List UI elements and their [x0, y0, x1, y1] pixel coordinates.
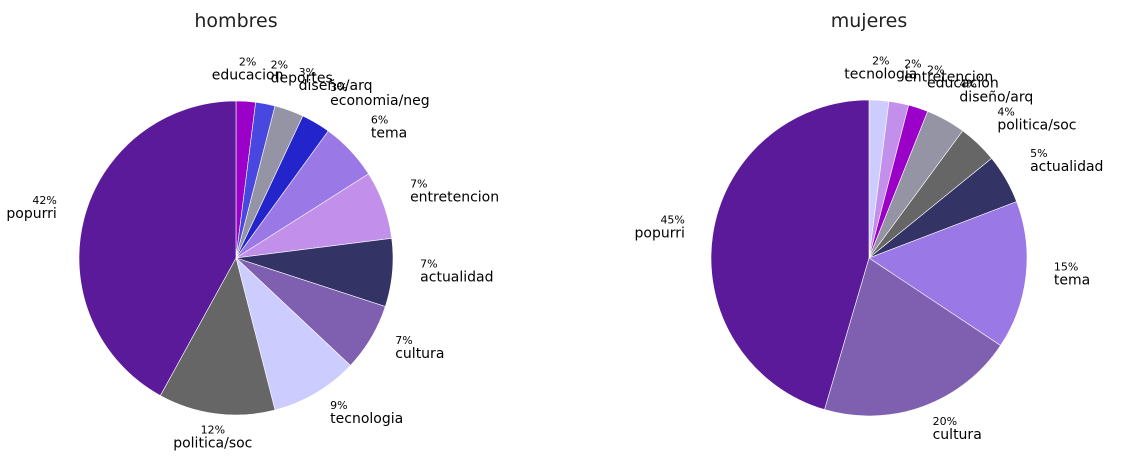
chart-title: mujeres — [831, 10, 908, 32]
pie-slice — [235, 257, 351, 411]
chart-title: hombres — [194, 10, 277, 32]
slice-label: tema — [1054, 273, 1090, 289]
value-label: 7% — [395, 334, 412, 347]
pie-slice — [868, 201, 1028, 346]
value-label: 2% — [904, 57, 921, 70]
pie-slice — [159, 257, 276, 416]
slice-label: diseño/arq — [959, 89, 1033, 105]
slice-label: popurri — [635, 226, 685, 242]
value-label: 4% — [959, 77, 976, 90]
slice-label: tecnologia — [844, 66, 917, 82]
pie-slice — [824, 257, 1001, 417]
slice-label: actualidad — [1030, 159, 1103, 175]
value-label: 7% — [420, 257, 437, 270]
value-label: 15% — [1054, 261, 1078, 274]
slice-label: cultura — [395, 346, 444, 362]
slice-label: educacion — [212, 67, 284, 83]
value-label: 2% — [271, 58, 288, 71]
value-label: 12% — [201, 424, 225, 437]
pie-slice — [78, 100, 237, 396]
value-label: 2% — [239, 55, 256, 68]
value-label: 6% — [371, 113, 388, 126]
value-label: 4% — [997, 105, 1014, 118]
slice-label: deportes — [271, 70, 333, 86]
slice-label: cultura — [933, 427, 982, 443]
slice-label: politica/soc — [173, 436, 252, 452]
slice-label: popurri — [6, 206, 56, 222]
slice-label: tecnologia — [330, 411, 403, 427]
value-label: 7% — [410, 177, 427, 190]
value-label: 5% — [1030, 147, 1047, 160]
slice-label: politica/soc — [997, 117, 1076, 133]
value-label: 2% — [872, 54, 889, 67]
value-label: 20% — [933, 415, 957, 428]
slice-label: tema — [371, 125, 407, 141]
slice-label: entretencion — [904, 69, 993, 85]
value-label: 9% — [330, 399, 347, 412]
slice-label: economia/neg — [330, 93, 430, 109]
value-label: 45% — [660, 214, 684, 227]
slice-label: actualidad — [420, 269, 493, 285]
slice-label: entretencion — [410, 189, 499, 205]
slice-label: diseño/arq — [299, 78, 373, 94]
value-label: 3% — [330, 81, 347, 94]
value-label: 3% — [299, 66, 316, 79]
pie-slice — [710, 99, 870, 410]
value-label: 2% — [927, 63, 944, 76]
value-label: 42% — [32, 194, 56, 207]
slice-label: educacion — [927, 75, 999, 91]
